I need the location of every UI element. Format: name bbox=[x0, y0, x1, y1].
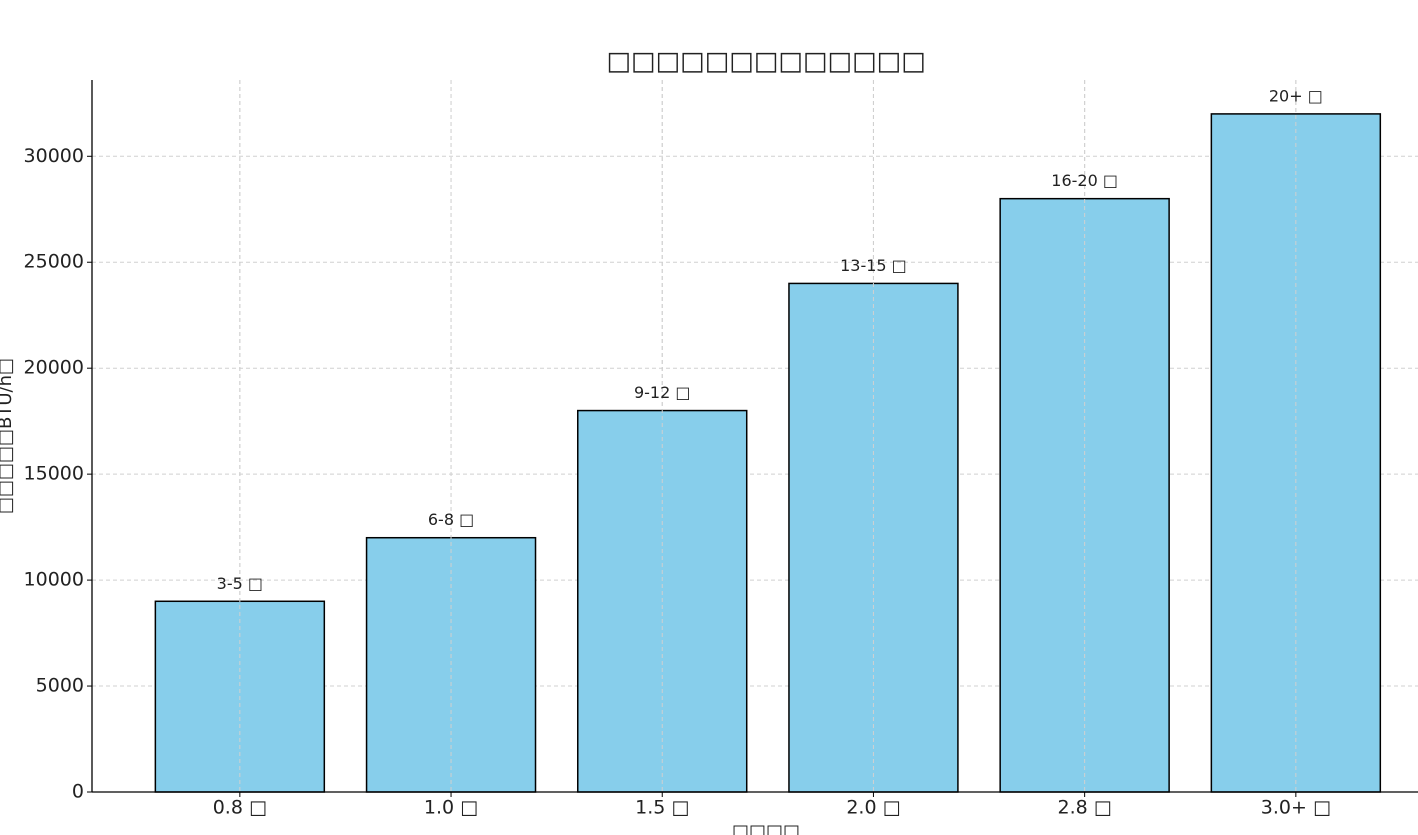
y-tick-label: 25000 bbox=[24, 251, 84, 273]
bar-annotation: 3-5 □ bbox=[217, 574, 263, 593]
bar-annotation: 20+ □ bbox=[1269, 86, 1323, 105]
x-axis-label: □□□□ bbox=[732, 821, 800, 835]
chart-title: □□□□□□□□□□□□□ bbox=[606, 47, 925, 77]
y-tick-label: 15000 bbox=[24, 463, 84, 485]
x-tick-label: 1.0 □ bbox=[424, 797, 478, 819]
x-tick-label: 2.8 □ bbox=[1058, 797, 1112, 819]
x-tick-label: 0.8 □ bbox=[213, 797, 267, 819]
bar-annotation: 13-15 □ bbox=[840, 256, 907, 275]
x-tick-label: 3.0+ □ bbox=[1261, 797, 1331, 819]
y-tick-label: 0 bbox=[72, 781, 84, 803]
y-tick-label: 30000 bbox=[24, 145, 84, 167]
x-tick-label: 2.0 □ bbox=[846, 797, 900, 819]
bar-annotation: 9-12 □ bbox=[634, 383, 691, 402]
y-tick-label: 20000 bbox=[24, 357, 84, 379]
y-tick-label: 10000 bbox=[24, 569, 84, 591]
bar-annotation: 16-20 □ bbox=[1051, 171, 1118, 190]
x-tick-label: 1.5 □ bbox=[635, 797, 689, 819]
y-axis-label: □□□□□BTU/h□ bbox=[0, 358, 16, 514]
y-tick-label: 5000 bbox=[36, 675, 84, 697]
bar-annotation: 6-8 □ bbox=[428, 510, 474, 529]
